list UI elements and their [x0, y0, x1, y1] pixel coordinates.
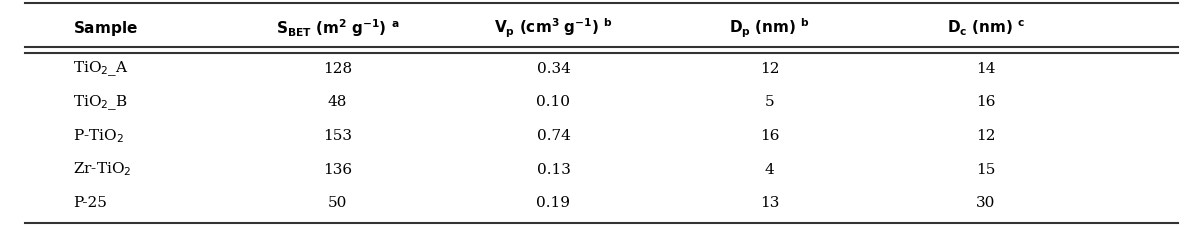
Text: 13: 13 — [760, 196, 780, 210]
Text: P-25: P-25 — [73, 196, 107, 210]
Text: 16: 16 — [976, 95, 995, 109]
Text: $\mathbf{D_p\ (nm)\ ^b}$: $\mathbf{D_p\ (nm)\ ^b}$ — [729, 17, 810, 40]
Text: 0.19: 0.19 — [537, 196, 570, 210]
Text: $\mathbf{D_c\ (nm)\ ^c}$: $\mathbf{D_c\ (nm)\ ^c}$ — [947, 19, 1025, 38]
Text: TiO$_2$_A: TiO$_2$_A — [73, 59, 129, 78]
Text: 0.74: 0.74 — [537, 129, 570, 143]
Text: 50: 50 — [327, 196, 348, 210]
Text: Zr-TiO$_2$: Zr-TiO$_2$ — [73, 161, 132, 178]
Text: 16: 16 — [760, 129, 780, 143]
Text: $\mathbf{V_p\ (cm^3\ g^{-1})\ ^b}$: $\mathbf{V_p\ (cm^3\ g^{-1})\ ^b}$ — [494, 17, 614, 40]
Text: 4: 4 — [765, 163, 775, 177]
Text: 153: 153 — [322, 129, 352, 143]
Text: 12: 12 — [760, 62, 780, 76]
Text: 48: 48 — [327, 95, 348, 109]
Text: 30: 30 — [976, 196, 995, 210]
Text: 128: 128 — [322, 62, 352, 76]
Text: 136: 136 — [322, 163, 352, 177]
Text: 14: 14 — [976, 62, 995, 76]
Text: P-TiO$_2$: P-TiO$_2$ — [73, 127, 124, 145]
Text: 0.13: 0.13 — [537, 163, 570, 177]
Text: $\mathbf{S_{BET}\ (m^2\ g^{-1})\ ^a}$: $\mathbf{S_{BET}\ (m^2\ g^{-1})\ ^a}$ — [275, 17, 399, 39]
Text: 15: 15 — [976, 163, 995, 177]
Text: $\mathbf{Sample}$: $\mathbf{Sample}$ — [73, 19, 138, 38]
Text: 5: 5 — [765, 95, 775, 109]
Text: 0.34: 0.34 — [537, 62, 570, 76]
Text: TiO$_2$_B: TiO$_2$_B — [73, 93, 129, 112]
Text: 12: 12 — [976, 129, 995, 143]
Text: 0.10: 0.10 — [537, 95, 570, 109]
